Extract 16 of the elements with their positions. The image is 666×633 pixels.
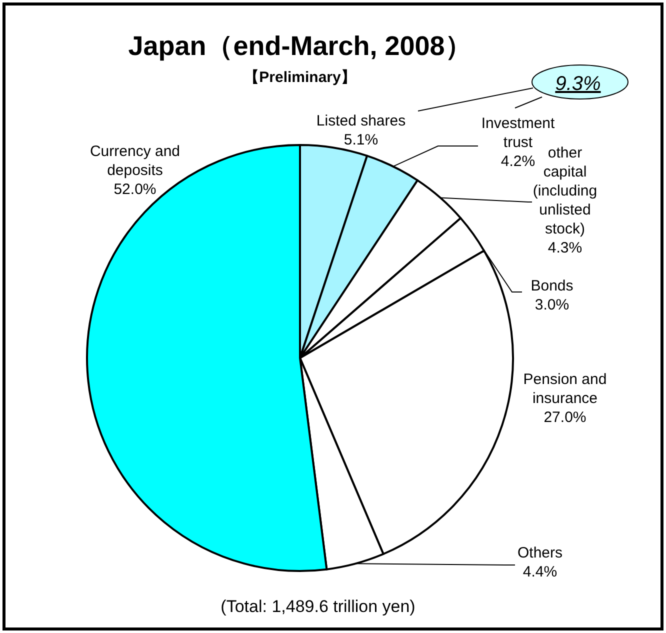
data-label: 4.2% [500, 153, 536, 170]
data-label: 52.0% [114, 181, 156, 198]
slice-label: Pension and insurance [523, 371, 607, 407]
data-label: 4.4% [522, 564, 558, 580]
data-label: 27.0% [544, 409, 586, 426]
data-label: 4.3% [548, 240, 582, 256]
chart-title: Japan（end-March, 2008） [128, 31, 472, 61]
data-label: 3.0% [534, 296, 570, 314]
slice-label: Bonds [530, 278, 574, 294]
slice-label: Currency and deposits [90, 143, 180, 179]
slice-label: Listed shares [316, 112, 406, 130]
slice-label: Others [517, 544, 563, 562]
text: 9.3% [555, 73, 601, 95]
data-label: 5.1% [344, 132, 378, 148]
text: (Total: 1,489.6 trillion yen) [220, 597, 416, 616]
chart-subtitle: 【Preliminary】 [244, 69, 356, 86]
